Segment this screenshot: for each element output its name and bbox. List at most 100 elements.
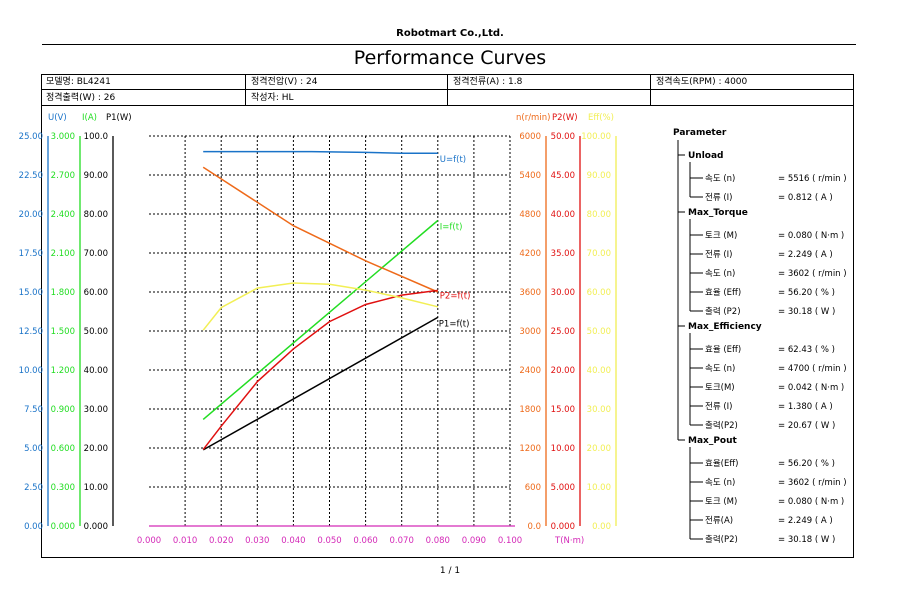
y-tick-label-n: 1800 (519, 405, 541, 415)
y-tick-label-u: 20.00 (19, 210, 43, 220)
y-tick-label-i: 1.200 (51, 366, 75, 376)
y-tick-label-u: 12.50 (19, 327, 43, 337)
parameter-item-value: = 56.20 ( % ) (778, 288, 835, 298)
y-tick-label-i: 0.300 (51, 483, 75, 493)
y-tick-label-p1: 60.00 (84, 288, 108, 298)
y-tick-label-n: 2400 (519, 366, 541, 376)
y-tick-label-eff: 20.00 (587, 444, 611, 454)
y-tick-label-i: 3.000 (51, 132, 75, 142)
y-tick-label-u: 10.00 (19, 366, 43, 376)
x-tick-label: 0.090 (462, 536, 486, 546)
parameter-item-label: 출력(P2) (705, 420, 738, 431)
y-tick-label-u: 2.50 (24, 483, 43, 493)
parameter-group-max_torque: Max_Torque (688, 208, 748, 218)
y-tick-label-u: 17.50 (19, 249, 43, 259)
parameter-item-label: 속도 (n) (705, 174, 735, 184)
parameter-item-value: = 0.812 ( A ) (778, 193, 833, 203)
series-line-u (203, 150, 438, 154)
y-tick-label-u: 15.00 (19, 288, 43, 298)
parameter-item-value: = 20.67 ( W ) (778, 421, 835, 431)
y-tick-label-p1: 10.00 (84, 483, 108, 493)
y-tick-label-p2: 30.00 (551, 288, 575, 298)
y-tick-label-p1: 20.00 (84, 444, 108, 454)
y-tick-label-eff: 90.00 (587, 171, 611, 181)
y-tick-label-p2: 15.00 (551, 405, 575, 415)
y-axis-label-p2: P2(W) (552, 113, 578, 123)
header-rule (42, 44, 856, 45)
spec-output: 정격출력(W) : 26 (41, 90, 246, 106)
y-tick-label-i: 1.500 (51, 327, 75, 337)
spec-speed: 정격속도(RPM) : 4000 (656, 77, 748, 87)
parameter-item-label: 속도 (n) (705, 269, 735, 279)
y-tick-label-p1: 70.00 (84, 249, 108, 259)
parameter-item-label: 토크 (M) (705, 497, 737, 507)
series-label-p1: P1=f(t) (439, 319, 470, 329)
y-tick-label-eff: 100.00 (581, 132, 611, 142)
y-tick-label-n: 1200 (519, 444, 541, 454)
x-tick-label: 0.000 (137, 536, 161, 546)
parameter-item-label: 속도 (n) (705, 364, 735, 374)
parameter-item-value: = 30.18 ( W ) (778, 307, 835, 317)
parameter-item-value: = 4700 ( r/min ) (778, 364, 847, 374)
y-tick-label-p2: 40.00 (551, 210, 575, 220)
y-tick-label-eff: 80.00 (587, 210, 611, 220)
y-tick-label-u: 0.00 (24, 522, 43, 532)
y-tick-label-p2: 45.00 (551, 171, 575, 181)
y-tick-label-p1: 0.000 (84, 522, 108, 532)
y-tick-label-p1: 90.00 (84, 171, 108, 181)
y-tick-label-i: 1.800 (51, 288, 75, 298)
x-tick-label: 0.040 (281, 536, 305, 546)
parameter-item-value: = 0.080 ( N·m ) (778, 231, 844, 241)
parameter-item-label: 속도 (n) (705, 478, 735, 488)
parameter-item-label: 전류(A) (705, 515, 733, 526)
y-tick-label-i: 0.900 (51, 405, 75, 415)
parameter-group-max_efficiency: Max_Efficiency (688, 322, 762, 332)
spec-model: 모델명: BL4241 (41, 74, 246, 90)
y-tick-label-p2: 50.00 (551, 132, 575, 142)
y-axis-label-n: n(r/min) (516, 113, 550, 123)
x-tick-label: 0.070 (390, 536, 414, 546)
y-tick-label-i: 0.000 (51, 522, 75, 532)
spec-current: 정격전류(A) : 1.8 (448, 74, 651, 90)
parameter-item-label: 효율 (Eff) (705, 288, 741, 298)
y-axis-label-i: I(A) (82, 113, 97, 123)
y-tick-label-eff: 0.00 (592, 522, 611, 532)
spec-empty-1 (448, 90, 651, 106)
y-axis-label-eff: Eff(%) (588, 113, 614, 123)
series-line-n (202, 166, 439, 293)
y-tick-label-p2: 10.00 (551, 444, 575, 454)
x-tick-label: 0.010 (173, 536, 197, 546)
y-tick-label-u: 7.50 (24, 405, 43, 415)
page-title: Performance Curves (353, 47, 547, 69)
y-tick-label-n: 3000 (519, 327, 541, 337)
x-tick-label: 0.060 (353, 536, 377, 546)
y-tick-label-eff: 40.00 (587, 366, 611, 376)
spec-row-2: 정격출력(W) : 26 작성자: HL (41, 90, 854, 106)
parameter-item-value: = 3602 ( r/min ) (778, 478, 847, 488)
parameter-item-value: = 0.080 ( N·m ) (778, 497, 844, 507)
y-axis-label-u: U(V) (48, 113, 67, 123)
spec-author: 작성자: HL (246, 90, 448, 106)
y-tick-label-u: 5.00 (24, 444, 43, 454)
x-tick-label: 0.050 (317, 536, 341, 546)
parameter-item-value: = 5516 ( r/min ) (778, 174, 847, 184)
parameter-group-max_pout: Max_Pout (688, 436, 738, 446)
y-tick-label-p2: 25.00 (551, 327, 575, 337)
y-tick-label-p2: 35.00 (551, 249, 575, 259)
company-name: Robotmart Co.,Ltd. (396, 28, 504, 39)
y-tick-label-n: 3600 (519, 288, 541, 298)
series-line-eff (202, 282, 438, 331)
y-tick-label-n: 4800 (519, 210, 541, 220)
series-line-i (202, 219, 439, 420)
y-tick-label-n: 600 (525, 483, 541, 493)
series-label-i: I=f(t) (440, 223, 463, 233)
parameter-item-label: 토크 (M) (705, 231, 737, 241)
parameter-item-label: 효율 (Eff) (705, 345, 741, 355)
y-tick-label-n: 6000 (519, 132, 541, 142)
y-tick-label-i: 0.600 (51, 444, 75, 454)
y-tick-label-i: 2.400 (51, 210, 75, 220)
y-tick-label-eff: 70.00 (587, 249, 611, 259)
x-tick-label: 0.100 (498, 536, 522, 546)
series-line-p1 (202, 316, 439, 451)
y-tick-label-n: 5400 (519, 171, 541, 181)
